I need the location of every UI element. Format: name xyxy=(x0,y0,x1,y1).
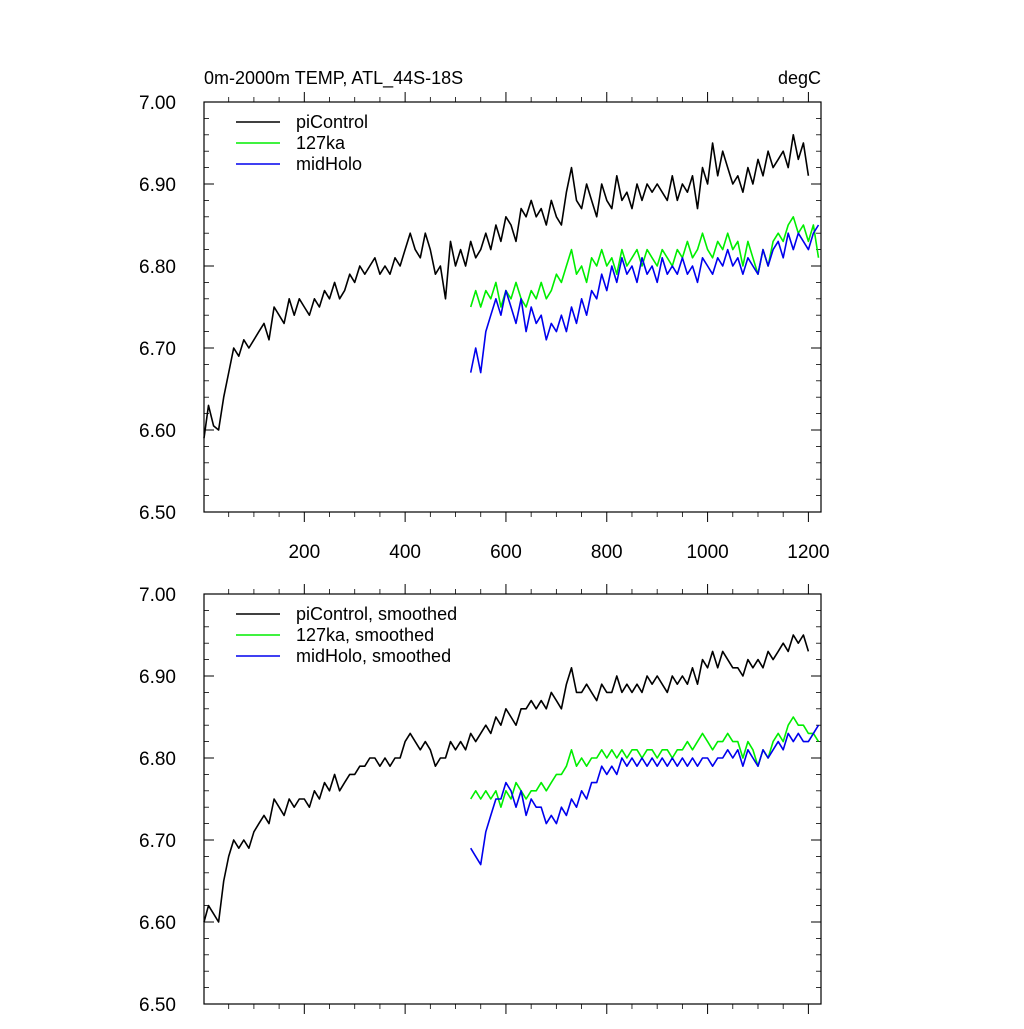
y-tick-label: 6.70 xyxy=(139,339,176,360)
series-group xyxy=(203,134,820,439)
y-tick-label: 7.00 xyxy=(139,585,176,606)
plot-frame xyxy=(203,101,822,513)
legend-label: 127ka xyxy=(296,133,346,153)
x-tick-label: 600 xyxy=(490,542,522,563)
x-tick-label: 400 xyxy=(389,542,421,563)
legend-label: midHolo, smoothed xyxy=(296,646,451,666)
x-tick-label: 200 xyxy=(288,542,320,563)
legend-label: midHolo xyxy=(296,154,362,174)
axis-ticks: 6.50 6.60 6.70 6.80 6.90 7.00 xyxy=(139,584,821,1016)
chart-title: 0m-2000m TEMP, ATL_44S-18S xyxy=(204,68,463,89)
legend-label: 127ka, smoothed xyxy=(296,625,434,645)
plot-frame xyxy=(203,593,822,1005)
series-group xyxy=(203,634,820,923)
series-line-midholo xyxy=(469,224,820,374)
x-tick-label: 800 xyxy=(591,542,623,563)
y-tick-label: 6.60 xyxy=(139,913,176,934)
panel-top: 0m-2000m TEMP, ATL_44S-18S degC 6.50 6.60… xyxy=(139,68,830,563)
legend-label: piControl xyxy=(296,112,368,132)
series-line-midholo-smoothed xyxy=(470,724,820,866)
y-tick-label: 6.50 xyxy=(139,995,176,1016)
x-tick-label: 1200 xyxy=(787,542,829,563)
series-line-picontrol xyxy=(203,134,810,439)
axis-ticks: 6.50 6.60 6.70 6.80 6.90 7.00 200 400 600 800 1000… xyxy=(139,92,830,563)
y-tick-label: 6.90 xyxy=(139,667,176,688)
y-tick-label: 6.80 xyxy=(139,257,176,278)
y-tick-label: 7.00 xyxy=(139,93,176,114)
series-line-picontrol-smoothed xyxy=(203,634,810,923)
panel-bottom: 6.50 6.60 6.70 6.80 6.90 7.00 piControl, smoo… xyxy=(139,584,822,1016)
y-tick-label: 6.60 xyxy=(139,421,176,442)
chart-units: degC xyxy=(778,68,821,88)
legend-label: piControl, smoothed xyxy=(296,604,457,624)
y-tick-label: 6.90 xyxy=(139,175,176,196)
y-tick-label: 6.50 xyxy=(139,503,176,524)
y-tick-label: 6.80 xyxy=(139,749,176,770)
y-tick-label: 6.70 xyxy=(139,831,176,852)
x-tick-label: 1000 xyxy=(686,542,728,563)
